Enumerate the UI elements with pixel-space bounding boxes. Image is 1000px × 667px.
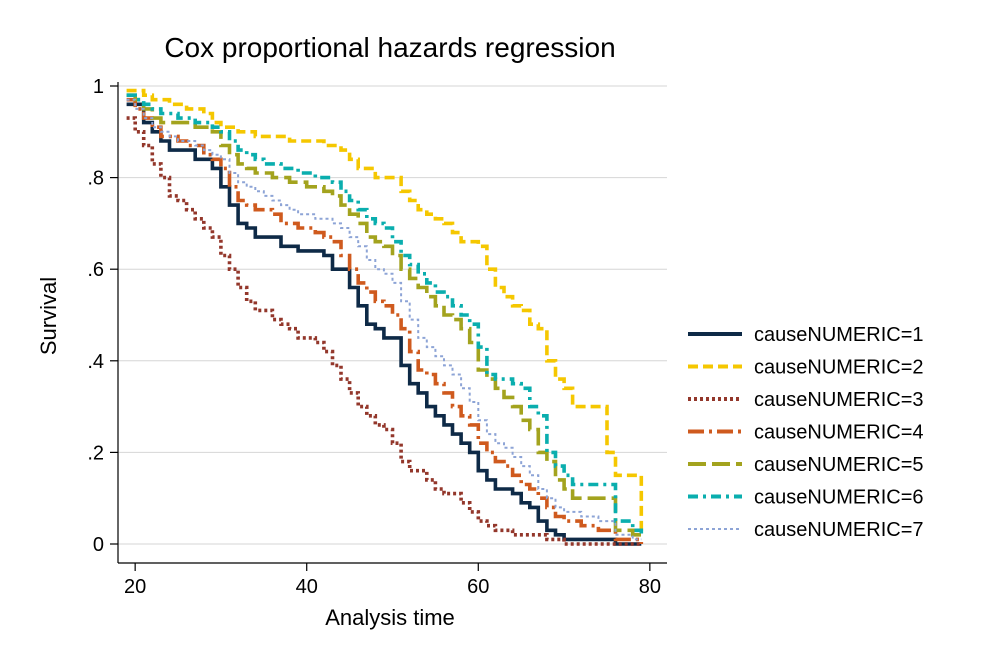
series-line-3: [126, 116, 642, 546]
grid-lines: [118, 85, 667, 545]
y-tick-label: .6: [87, 259, 104, 281]
series-line-5: [126, 93, 642, 537]
axes: 0 .2 .4 .6 .8 1 20 40 60 80: [87, 76, 667, 598]
y-tick-label: .8: [87, 168, 104, 190]
series-line-1: [126, 102, 642, 546]
legend-label-4: causeNUMERIC=4: [754, 422, 924, 444]
x-axis-title: Analysis time: [325, 605, 455, 630]
y-tick-label: 1: [93, 76, 104, 98]
x-tick-label: 60: [467, 576, 489, 598]
series-line-4: [126, 97, 644, 544]
legend-label-2: causeNUMERIC=2: [754, 357, 924, 379]
series-line-7: [126, 98, 642, 541]
legend-label-1: causeNUMERIC=1: [754, 324, 924, 346]
y-tick-label: .2: [87, 442, 104, 464]
x-tick-label: 20: [124, 576, 146, 598]
legend-label-3: causeNUMERIC=3: [754, 389, 924, 411]
chart-title: Cox proportional hazards regression: [164, 32, 615, 63]
x-tick-label: 40: [296, 576, 318, 598]
y-axis-title: Survival: [36, 277, 61, 355]
series-line-6: [126, 93, 644, 535]
x-tick-label: 80: [639, 576, 661, 598]
legend-label-7: causeNUMERIC=7: [754, 519, 924, 541]
legend: causeNUMERIC=1 causeNUMERIC=2 causeNUMERIC…: [688, 324, 924, 541]
y-tick-label: .4: [87, 351, 104, 373]
legend-label-6: causeNUMERIC=6: [754, 487, 924, 509]
series-lines: [126, 88, 644, 546]
legend-label-5: causeNUMERIC=5: [754, 454, 924, 476]
y-tick-label: 0: [93, 534, 104, 556]
